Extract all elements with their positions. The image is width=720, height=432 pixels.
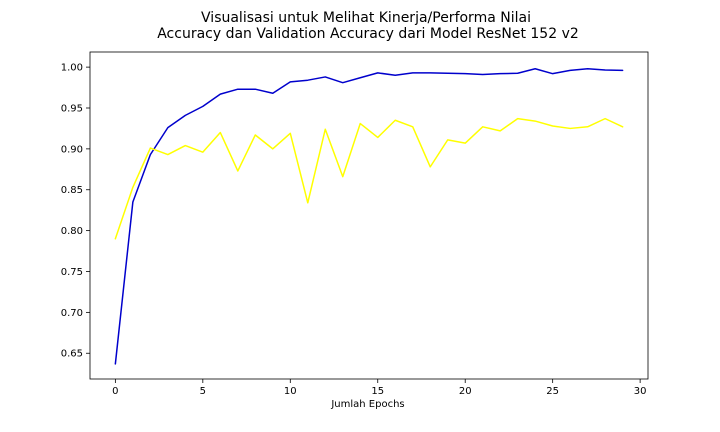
series-line-2 [114,117,624,240]
x-axis-label: Jumlah Epochs [330,399,404,410]
x-tick-label: 0 [112,386,118,397]
y-tick-label: 0.95 [61,103,83,114]
y-tick-label: 0.90 [61,144,83,155]
chart-title-line-2: Accuracy dan Validation Accuracy dari Mo… [157,26,579,42]
chart-title-line-1: Visualisasi untuk Melihat Kinerja/Perfor… [201,10,531,26]
y-tick-label: 1.00 [61,63,83,74]
x-tick-label: 10 [284,386,297,397]
y-tick-label: 0.65 [61,349,83,360]
x-tick-label: 15 [371,386,384,397]
plot-area: 0 5 10 15 20 25 30 0.65 0.70 0.75 0.80 0.85 0.90 0.95… [61,51,649,397]
y-tick-label: 0.70 [61,308,83,319]
series-line-1 [114,68,624,365]
y-tick-label: 0.85 [61,185,83,196]
y-tick-label: 0.80 [61,226,83,237]
y-tick-label: 0.75 [61,267,83,278]
x-tick-label: 25 [546,386,559,397]
plot-frame [89,51,649,380]
x-tick-label: 20 [459,386,472,397]
x-tick-label: 30 [634,386,647,397]
x-tick-label: 5 [200,386,206,397]
